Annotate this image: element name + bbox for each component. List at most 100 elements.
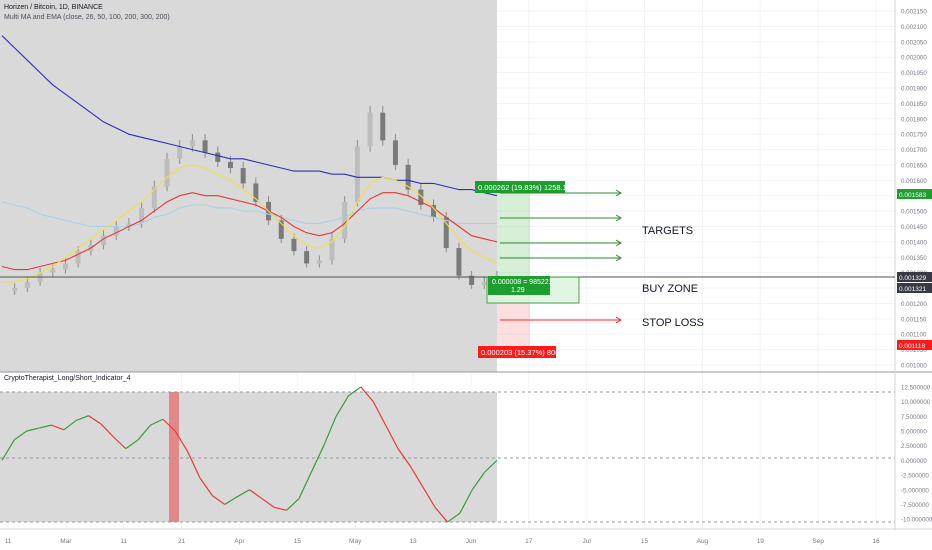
candles [12, 105, 500, 295]
time-tick-label: 13 [409, 538, 417, 545]
candle-body [342, 201, 348, 239]
oscillator-segment [38, 424, 52, 429]
indicator-axis: 12.500000 10.000000 7.500000 5.000000 2.5000… [901, 384, 932, 523]
oscillator-segment [88, 415, 102, 425]
candle-body [431, 204, 437, 218]
entry-label-1: 0.000008 = 985221 [492, 279, 553, 286]
oscillator-segment [212, 495, 226, 505]
price-badge-1: 0.001329 [899, 275, 926, 282]
oscillator-segment [249, 489, 263, 500]
time-tick-label: 21 [178, 538, 186, 545]
price-badge-2: 0.001321 [899, 286, 926, 293]
oscillator-segment [125, 439, 139, 450]
price-tick-label: 0.001350 [901, 255, 927, 262]
indicator-tick-label: 7.500000 [901, 414, 927, 421]
time-tick-label: 19 [757, 538, 765, 545]
candle-body [113, 226, 119, 236]
chart-title: Horizen / Bitcoin, 1D, BINANCE [4, 4, 103, 11]
price-tick-label: 0.001850 [901, 101, 927, 108]
oscillator-segment [310, 445, 325, 473]
indicator-title: CryptoTherapist_Long/Short_Indicator_4 [4, 375, 131, 382]
candle-body [50, 269, 56, 273]
indicator-tick-label: -7.500000 [901, 502, 929, 509]
oscillator-segment [1, 439, 15, 461]
oscillator-segment [335, 395, 350, 417]
price-tick-label: 0.001900 [901, 86, 927, 93]
oscillator-segment [459, 489, 473, 514]
time-tick-label: 15 [294, 538, 302, 545]
profit-label: 0.000262 (19.83%) 1258.13 [478, 183, 571, 192]
candle-body [278, 220, 284, 239]
candle-body [481, 281, 487, 285]
candle-body [253, 183, 259, 202]
oscillator-segment [14, 430, 28, 441]
oscillator-segment [397, 448, 411, 467]
candle-body [367, 112, 373, 147]
oscillator-segment [298, 471, 312, 499]
oscillator-segment [372, 401, 387, 426]
oscillator-segment [422, 486, 436, 508]
oscillator-segment [187, 451, 201, 479]
oscillator-segment [274, 506, 287, 511]
candle-body [316, 260, 322, 264]
oscillator-segment [323, 416, 337, 446]
candle-body [240, 168, 246, 184]
price-tick-label: 0.001200 [901, 301, 927, 308]
time-tick-label: Mar [60, 538, 72, 545]
candle-body [164, 158, 170, 187]
candle-body [139, 208, 145, 224]
oscillator-segment [360, 386, 374, 403]
targets-label: TARGETS [642, 225, 693, 237]
candle-body [418, 189, 424, 205]
candle-body [354, 146, 360, 202]
candle-body [227, 161, 233, 169]
price-tick-label: 0.001950 [901, 70, 927, 77]
oscillator-segment [286, 498, 300, 511]
time-axis: 11 Mar 11 21 Apr 15 May 13 Jun 17 Jul 15 Aug 19 Sep 16 [5, 538, 880, 545]
candle-body [189, 140, 195, 147]
price-tick-label: 0.001650 [901, 162, 927, 169]
ma-line-ema-26 [2, 164, 498, 283]
candle-body [177, 146, 183, 159]
oscillator-segment [236, 489, 250, 498]
price-tick-label: 0.002100 [901, 24, 927, 31]
candle-body [291, 238, 297, 252]
time-tick-label: Sep [812, 538, 824, 545]
candle-body [12, 288, 18, 292]
candle-body [469, 275, 475, 285]
candle-body [151, 186, 157, 209]
price-tick-label: 0.001600 [901, 178, 927, 185]
candle-body [405, 164, 411, 190]
price-tick-label: 0.002000 [901, 55, 927, 62]
price-tick-label: 0.001450 [901, 224, 927, 231]
time-tick-label: Aug [697, 538, 709, 545]
time-tick-label: Apr [234, 538, 245, 545]
time-tick-label: 11 [5, 538, 12, 545]
oscillator-segment [26, 427, 40, 432]
ma-line-ma-100 [1, 201, 497, 228]
oscillator-segment [447, 512, 461, 523]
price-tick-label: 0.002150 [901, 9, 927, 16]
price-tick-label: 0.002050 [901, 39, 927, 46]
oscillator-segment [385, 424, 399, 449]
time-tick-label: 17 [525, 538, 533, 545]
price-badge-0: 0.001583 [899, 192, 926, 199]
candle-body [456, 248, 462, 276]
oscillator-segment [162, 418, 176, 432]
oscillator-segment [150, 418, 164, 426]
time-tick-label: Jul [583, 538, 592, 545]
price-badge-3: 0.001118 [899, 343, 926, 350]
ma-line-ma-200 [1, 35, 498, 197]
price-tick-label: 0.001400 [901, 239, 927, 246]
stop-loss-arrow [500, 316, 622, 324]
time-tick-label: Jun [466, 538, 477, 545]
badge-bg-2 [897, 283, 932, 293]
oscillator-segment [224, 496, 238, 505]
target-arrows [500, 189, 622, 262]
oscillator-segment [434, 506, 448, 523]
indicator-tick-label: 10.000000 [901, 399, 931, 406]
entry-label-2: 1.29 [511, 287, 525, 294]
indicator-red-highlight [169, 392, 179, 522]
price-tick-label: 0.001700 [901, 147, 927, 154]
